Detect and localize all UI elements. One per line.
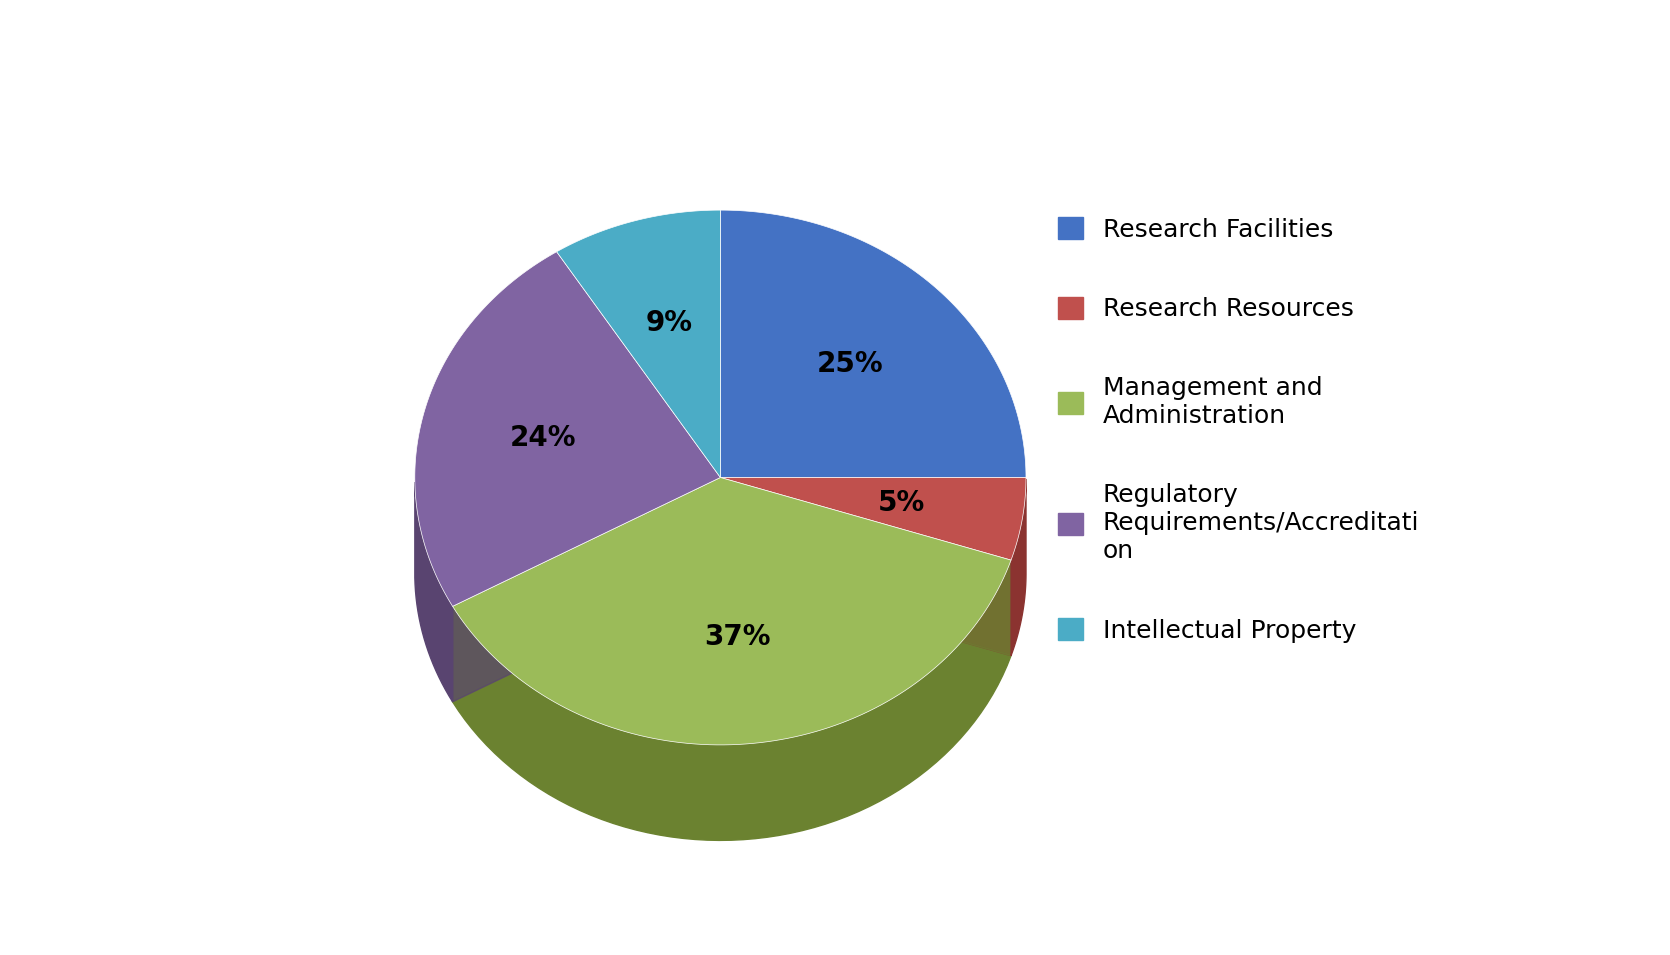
Polygon shape (1010, 478, 1025, 656)
Polygon shape (453, 478, 720, 702)
Text: 37%: 37% (705, 624, 772, 651)
Polygon shape (720, 478, 1025, 561)
Polygon shape (453, 561, 1010, 840)
Polygon shape (453, 478, 720, 702)
Polygon shape (556, 210, 720, 478)
Polygon shape (720, 478, 1010, 656)
Polygon shape (720, 478, 1010, 656)
Polygon shape (453, 478, 1010, 745)
Text: 9%: 9% (646, 309, 693, 337)
Text: 5%: 5% (878, 489, 925, 517)
Polygon shape (414, 252, 720, 606)
Legend: Research Facilities, Research Resources, Management and
Administration, Regulato: Research Facilities, Research Resources,… (1057, 217, 1419, 643)
Polygon shape (414, 482, 453, 702)
Text: 24%: 24% (509, 424, 576, 452)
Polygon shape (720, 210, 1025, 478)
Text: 25%: 25% (817, 350, 883, 378)
